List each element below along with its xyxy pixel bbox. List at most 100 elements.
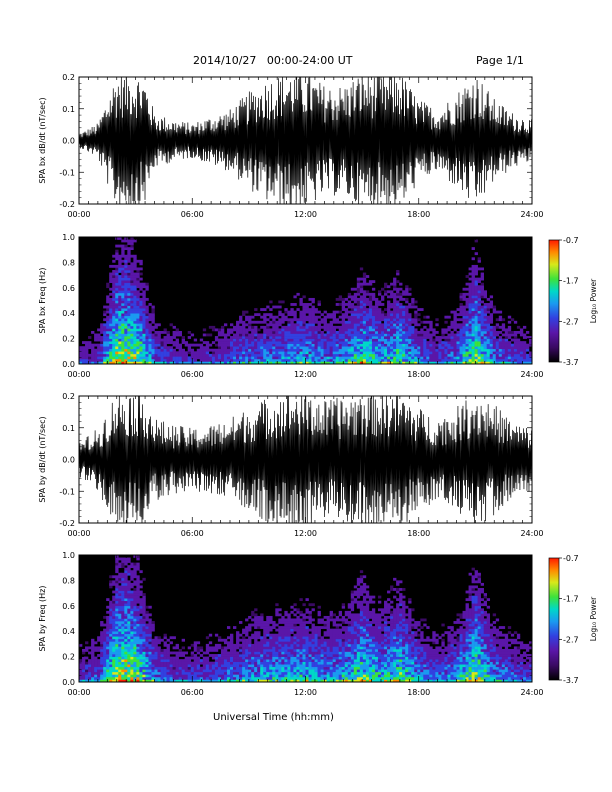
spectrogram-cell [163,361,167,364]
spectrogram-cell [453,320,457,324]
spectrogram-cell [474,351,478,355]
spectrogram-cell [381,348,385,352]
spectrogram-cell [405,320,409,324]
spectrogram-cell [408,303,412,306]
spectrogram-cell [112,631,116,635]
spectrogram-cell [133,595,137,599]
spectrogram-cell [139,348,143,352]
spectrogram-cell [230,346,234,350]
spectrogram-cell [184,676,189,680]
spectrogram-cell [112,659,116,662]
spectrogram-cell [214,351,219,355]
spectrogram-cell [465,318,469,322]
spectrogram-cell [293,336,297,339]
spectrogram-cell [368,320,373,324]
spectrogram-cell [501,351,506,355]
spectrogram-cell [230,358,234,362]
spectrogram-cell [504,330,509,334]
spectrogram-cell [136,285,140,289]
spectrogram-cell [184,351,189,355]
spectrogram-cell [257,676,261,680]
spectrogram-cell [160,346,164,350]
spectrogram-cell [118,623,122,627]
spectrogram-cell [504,333,509,337]
spectrogram-cell [142,661,146,665]
spectrogram-cell [347,303,352,306]
spectrogram-cell [377,328,382,332]
spectrogram-cell [474,272,478,276]
spectrogram-cell [245,330,249,334]
spectrogram-cell [124,348,128,352]
spectrogram-cell [245,343,249,347]
spectrogram-cell [248,343,252,347]
spectrogram-cell [133,565,137,568]
spectrogram-cell [112,343,116,347]
spectrogram-cell [275,351,279,355]
spectrogram-cell [118,648,122,652]
spectrogram-cell [157,679,161,682]
spectrogram-cell [154,643,158,647]
spectrogram-cell [239,679,243,682]
spectrogram-cell [423,315,427,319]
spectrogram-cell [359,277,364,281]
spectrogram-cell [242,358,246,362]
spectrogram-cell [118,275,122,278]
spectrogram-cell [516,325,521,329]
spectrogram-cell [163,633,167,637]
spectrogram-cell [450,348,454,352]
spectrogram-cell [432,341,436,344]
spectrogram-cell [115,351,119,355]
spectrogram-cell [239,320,243,324]
spectrogram-cell [350,346,355,350]
spectrogram-cell [100,638,104,642]
spectrogram-cell [344,333,349,337]
spectrogram-cell [233,338,237,342]
spectrogram-cell [254,669,258,673]
spectrogram-cell [486,333,491,337]
spectrogram-cell [254,659,258,662]
spectrogram-cell [217,643,222,647]
spectrogram-cell [347,295,352,299]
spectrogram-cell [130,341,134,344]
spectrogram-cell [106,626,110,629]
spectrogram-cell [519,361,524,364]
spectrogram-cell [172,659,176,662]
spectrogram-cell [226,358,231,362]
spectrogram-cell [263,661,267,665]
spectrogram-cell [236,656,240,660]
spectrogram-cell [184,659,189,662]
spectrogram-cell [450,341,454,344]
spectrogram-cell [79,351,83,355]
spectrogram-cell [130,631,134,635]
spectrogram-cell [169,676,173,680]
spectrogram-cell [275,348,279,352]
spectrogram-cell [483,341,487,344]
spectrogram-cell [251,633,255,637]
spectrogram-cell [88,674,92,678]
spectrogram-cell [365,315,370,319]
spectrogram-cell [260,336,264,339]
spectrogram-cell [462,320,466,324]
spectrogram-cell [190,343,195,347]
spectrogram-cell [504,336,509,339]
spectrogram-cell [344,336,349,339]
spectrogram-cell [190,656,195,660]
spectrogram-cell [118,628,122,632]
spectrogram-cell [477,257,481,261]
spectrogram-by-cells [79,555,532,682]
spectrogram-cell [172,348,176,352]
spectrogram-cell [299,300,303,304]
spectrogram-cell [154,330,158,334]
spectrogram-cell [408,351,412,355]
spectrogram-cell [275,336,279,339]
spectrogram-cell [172,361,176,364]
spectrogram-cell [338,338,343,342]
spectrogram-cell [408,292,412,296]
spectrogram-cell [257,621,261,624]
spectrogram-cell [148,313,152,317]
spectrogram-cell [341,315,346,319]
spectrogram-cell [347,351,352,355]
spectrogram-cell [166,666,170,670]
spectrogram-cell [359,351,364,355]
spectrogram-cell [302,333,306,337]
